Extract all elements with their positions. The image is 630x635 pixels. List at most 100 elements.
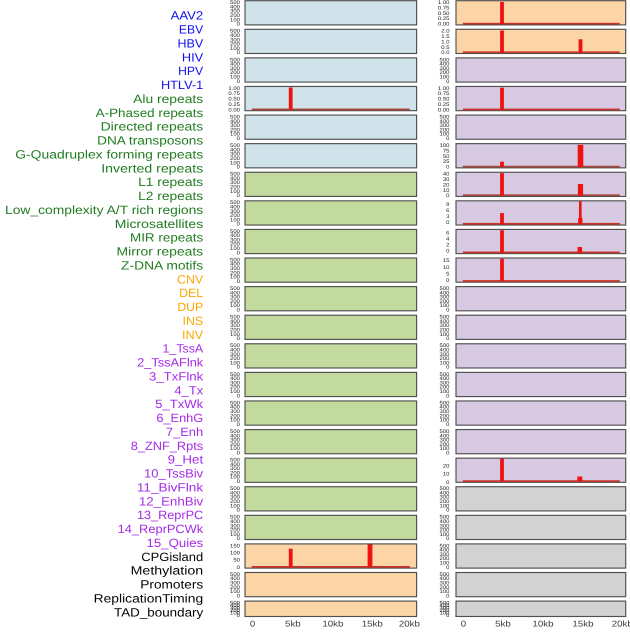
svg-text:A-Phased repeats: A-Phased repeats	[96, 106, 203, 120]
svg-text:500: 500	[230, 57, 240, 63]
svg-text:11_BivFlnk: 11_BivFlnk	[137, 480, 204, 494]
svg-text:200: 200	[440, 70, 450, 76]
svg-text:12_EnhBiv: 12_EnhBiv	[139, 494, 203, 508]
svg-text:400: 400	[230, 603, 240, 609]
svg-text:100: 100	[230, 189, 240, 195]
svg-text:0: 0	[446, 308, 449, 314]
svg-text:0: 0	[237, 613, 240, 619]
svg-text:HBV: HBV	[177, 36, 203, 50]
svg-text:500: 500	[230, 229, 240, 235]
svg-text:300: 300	[440, 352, 450, 358]
svg-text:200: 200	[230, 499, 240, 505]
svg-text:0: 0	[446, 336, 449, 342]
svg-text:20kb: 20kb	[612, 618, 630, 628]
svg-text:200: 200	[440, 528, 450, 534]
svg-text:100: 100	[230, 475, 240, 481]
svg-text:0: 0	[237, 50, 240, 56]
svg-text:300: 300	[440, 123, 450, 129]
svg-text:200: 200	[440, 585, 450, 591]
svg-text:4_Tx: 4_Tx	[174, 383, 203, 397]
svg-text:DEL: DEL	[179, 286, 203, 300]
svg-text:DNA transposons: DNA transposons	[97, 134, 203, 148]
svg-text:20kb: 20kb	[399, 618, 420, 628]
svg-text:100: 100	[440, 589, 450, 595]
svg-text:DUP: DUP	[177, 300, 203, 314]
svg-text:300: 300	[230, 209, 240, 215]
svg-text:0: 0	[237, 536, 240, 542]
svg-text:100: 100	[440, 446, 450, 452]
svg-text:300: 300	[230, 523, 240, 529]
svg-text:200: 200	[230, 213, 240, 219]
svg-text:5_TxWk: 5_TxWk	[155, 397, 204, 411]
svg-text:75: 75	[443, 148, 450, 154]
svg-text:400: 400	[440, 548, 450, 554]
svg-text:500: 500	[230, 114, 240, 120]
svg-text:1.00: 1.00	[438, 0, 450, 6]
svg-text:10: 10	[443, 472, 450, 478]
svg-text:300: 300	[440, 409, 450, 415]
svg-text:0.00: 0.00	[438, 107, 450, 113]
svg-text:30: 30	[443, 177, 450, 183]
svg-text:5kb: 5kb	[495, 618, 511, 628]
svg-text:G-Quadruplex forming repeats: G-Quadruplex forming repeats	[15, 147, 203, 161]
svg-text:500: 500	[440, 543, 450, 549]
svg-text:200: 200	[230, 327, 240, 333]
svg-text:300: 300	[440, 438, 450, 444]
svg-text:100: 100	[230, 74, 240, 80]
svg-text:100: 100	[440, 332, 450, 338]
svg-text:25: 25	[443, 159, 450, 165]
svg-text:L2 repeats: L2 repeats	[138, 189, 203, 203]
svg-text:0.75: 0.75	[438, 5, 450, 11]
svg-text:100: 100	[230, 46, 240, 52]
svg-text:0: 0	[446, 480, 449, 486]
svg-text:0: 0	[237, 365, 240, 371]
svg-text:0: 0	[237, 193, 240, 199]
svg-text:0: 0	[250, 618, 256, 628]
svg-text:6: 6	[446, 208, 449, 214]
svg-text:500: 500	[440, 114, 450, 120]
svg-text:0: 0	[237, 308, 240, 314]
svg-text:15kb: 15kb	[362, 618, 383, 628]
svg-text:HPV: HPV	[178, 64, 203, 78]
svg-text:100: 100	[230, 132, 240, 138]
svg-text:500: 500	[230, 200, 240, 206]
svg-text:5kb: 5kb	[285, 618, 301, 628]
svg-text:14_ReprPCWk: 14_ReprPCWk	[118, 522, 205, 536]
svg-text:200: 200	[230, 385, 240, 391]
svg-text:1_TssA: 1_TssA	[163, 342, 204, 356]
svg-text:500: 500	[230, 600, 240, 606]
svg-text:100: 100	[230, 611, 240, 617]
svg-text:300: 300	[230, 123, 240, 129]
svg-text:0.75: 0.75	[228, 91, 240, 97]
svg-text:0: 0	[237, 22, 240, 28]
svg-text:Methylation: Methylation	[131, 564, 204, 578]
svg-text:500: 500	[230, 486, 240, 492]
svg-text:500: 500	[230, 372, 240, 378]
svg-text:6: 6	[446, 231, 449, 237]
svg-text:0: 0	[237, 593, 240, 599]
svg-text:400: 400	[230, 205, 240, 211]
svg-text:300: 300	[440, 552, 450, 558]
svg-text:500: 500	[440, 343, 450, 349]
svg-text:300: 300	[440, 380, 450, 386]
svg-text:400: 400	[440, 376, 450, 382]
svg-text:0: 0	[446, 393, 449, 399]
svg-text:200: 200	[440, 385, 450, 391]
svg-text:300: 300	[230, 495, 240, 501]
svg-text:Mirror repeats: Mirror repeats	[117, 245, 204, 259]
svg-text:300: 300	[440, 295, 450, 301]
svg-text:0.0: 0.0	[441, 50, 449, 56]
svg-text:0: 0	[237, 79, 240, 85]
svg-text:300: 300	[230, 438, 240, 444]
svg-text:100: 100	[440, 389, 450, 395]
svg-text:100: 100	[440, 532, 450, 538]
svg-text:5: 5	[446, 271, 449, 277]
svg-text:0.50: 0.50	[438, 97, 450, 103]
svg-text:200: 200	[230, 470, 240, 476]
svg-text:200: 200	[440, 556, 450, 562]
svg-text:300: 300	[440, 66, 450, 72]
svg-text:200: 200	[230, 413, 240, 419]
svg-text:Alu repeats: Alu repeats	[133, 92, 203, 106]
svg-text:0: 0	[461, 618, 467, 628]
svg-text:0: 0	[237, 422, 240, 428]
